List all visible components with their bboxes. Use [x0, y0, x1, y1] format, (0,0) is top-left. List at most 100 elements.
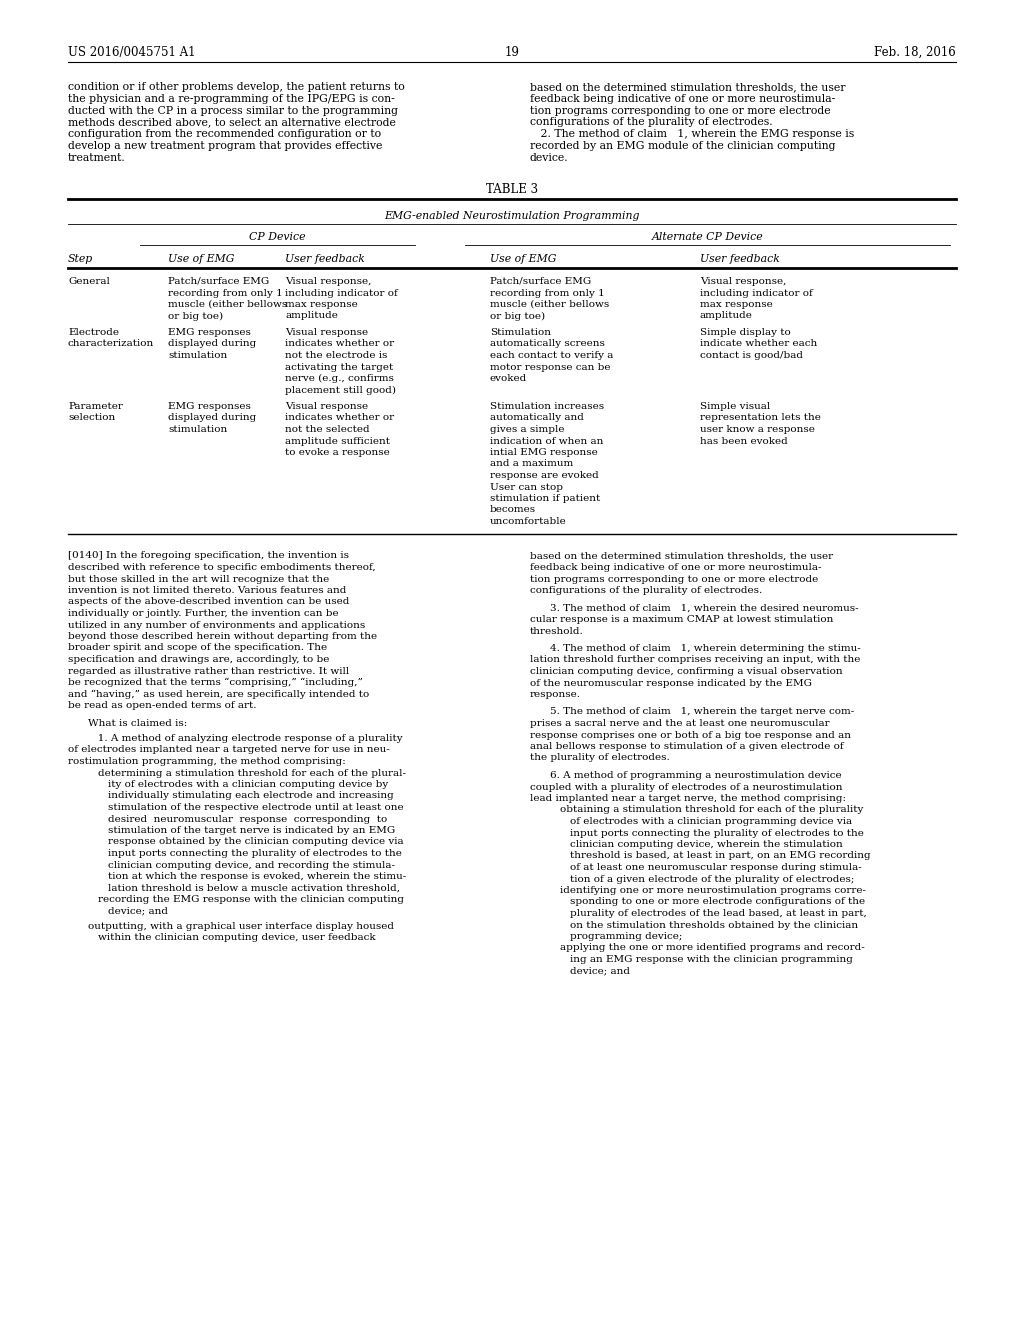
- Text: ducted with the CP in a process similar to the programming: ducted with the CP in a process similar …: [68, 106, 398, 116]
- Text: Alternate CP Device: Alternate CP Device: [651, 232, 763, 242]
- Text: of electrodes with a clinician programming device via: of electrodes with a clinician programmi…: [570, 817, 852, 826]
- Text: lation threshold further comprises receiving an input, with the: lation threshold further comprises recei…: [530, 656, 860, 664]
- Text: obtaining a stimulation threshold for each of the plurality: obtaining a stimulation threshold for ea…: [560, 805, 863, 814]
- Text: or big toe): or big toe): [168, 312, 223, 321]
- Text: input ports connecting the plurality of electrodes to the: input ports connecting the plurality of …: [570, 829, 864, 837]
- Text: individually or jointly. Further, the invention can be: individually or jointly. Further, the in…: [68, 609, 339, 618]
- Text: Stimulation increases: Stimulation increases: [490, 403, 604, 411]
- Text: outputting, with a graphical user interface display housed: outputting, with a graphical user interf…: [88, 921, 394, 931]
- Text: threshold.: threshold.: [530, 627, 584, 635]
- Text: user know a response: user know a response: [700, 425, 815, 434]
- Text: Feb. 18, 2016: Feb. 18, 2016: [874, 46, 956, 59]
- Text: max response: max response: [285, 300, 357, 309]
- Text: General: General: [68, 277, 110, 286]
- Text: utilized in any number of environments and applications: utilized in any number of environments a…: [68, 620, 366, 630]
- Text: threshold is based, at least in part, on an EMG recording: threshold is based, at least in part, on…: [570, 851, 870, 861]
- Text: clinician computing device, confirming a visual observation: clinician computing device, confirming a…: [530, 667, 843, 676]
- Text: device; and: device; and: [570, 966, 630, 975]
- Text: broader spirit and scope of the specification. The: broader spirit and scope of the specific…: [68, 644, 327, 652]
- Text: User feedback: User feedback: [285, 253, 365, 264]
- Text: Use of EMG: Use of EMG: [490, 253, 556, 264]
- Text: of electrodes implanted near a targeted nerve for use in neu-: of electrodes implanted near a targeted …: [68, 746, 390, 755]
- Text: stimulation if patient: stimulation if patient: [490, 494, 600, 503]
- Text: EMG responses: EMG responses: [168, 403, 251, 411]
- Text: tion programs corresponding to one or more electrode: tion programs corresponding to one or mo…: [530, 574, 818, 583]
- Text: displayed during: displayed during: [168, 413, 256, 422]
- Text: muscle (either bellows: muscle (either bellows: [490, 300, 609, 309]
- Text: the plurality of electrodes.: the plurality of electrodes.: [530, 754, 670, 763]
- Text: stimulation of the target nerve is indicated by an EMG: stimulation of the target nerve is indic…: [108, 826, 395, 836]
- Text: Patch/surface EMG: Patch/surface EMG: [168, 277, 269, 286]
- Text: stimulation: stimulation: [168, 425, 227, 434]
- Text: Use of EMG: Use of EMG: [168, 253, 234, 264]
- Text: device; and: device; and: [108, 907, 168, 916]
- Text: recorded by an EMG module of the clinician computing: recorded by an EMG module of the clinici…: [530, 141, 836, 150]
- Text: configurations of the plurality of electrodes.: configurations of the plurality of elect…: [530, 586, 762, 595]
- Text: including indicator of: including indicator of: [700, 289, 813, 297]
- Text: stimulation: stimulation: [168, 351, 227, 360]
- Text: 1. A method of analyzing electrode response of a plurality: 1. A method of analyzing electrode respo…: [88, 734, 402, 743]
- Text: determining a stimulation threshold for each of the plural-: determining a stimulation threshold for …: [98, 768, 406, 777]
- Text: based on the determined stimulation thresholds, the user: based on the determined stimulation thre…: [530, 552, 834, 561]
- Text: 3. The method of claim  1, wherein the desired neuromus-: 3. The method of claim 1, wherein the de…: [550, 603, 859, 612]
- Text: recording from only 1: recording from only 1: [490, 289, 605, 297]
- Text: invention is not limited thereto. Various features and: invention is not limited thereto. Variou…: [68, 586, 346, 595]
- Text: stimulation of the respective electrode until at least one: stimulation of the respective electrode …: [108, 803, 403, 812]
- Text: not the selected: not the selected: [285, 425, 370, 434]
- Text: Visual response: Visual response: [285, 327, 368, 337]
- Text: feedback being indicative of one or more neurostimula-: feedback being indicative of one or more…: [530, 564, 821, 572]
- Text: anal bellows response to stimulation of a given electrode of: anal bellows response to stimulation of …: [530, 742, 844, 751]
- Text: the physician and a re-programming of the IPG/EPG is con-: the physician and a re-programming of th…: [68, 94, 394, 104]
- Text: motor response can be: motor response can be: [490, 363, 610, 371]
- Text: of at least one neuromuscular response during stimula-: of at least one neuromuscular response d…: [570, 863, 862, 873]
- Text: recording the EMG response with the clinician computing: recording the EMG response with the clin…: [98, 895, 404, 904]
- Text: applying the one or more identified programs and record-: applying the one or more identified prog…: [560, 944, 864, 953]
- Text: Simple visual: Simple visual: [700, 403, 770, 411]
- Text: displayed during: displayed during: [168, 339, 256, 348]
- Text: and “having,” as used herein, are specifically intended to: and “having,” as used herein, are specif…: [68, 689, 370, 698]
- Text: rostimulation programming, the method comprising:: rostimulation programming, the method co…: [68, 756, 346, 766]
- Text: Patch/surface EMG: Patch/surface EMG: [490, 277, 591, 286]
- Text: but those skilled in the art will recognize that the: but those skilled in the art will recogn…: [68, 574, 330, 583]
- Text: Simple display to: Simple display to: [700, 327, 791, 337]
- Text: each contact to verify a: each contact to verify a: [490, 351, 613, 360]
- Text: feedback being indicative of one or more neurostimula-: feedback being indicative of one or more…: [530, 94, 836, 104]
- Text: representation lets the: representation lets the: [700, 413, 821, 422]
- Text: prises a sacral nerve and the at least one neuromuscular: prises a sacral nerve and the at least o…: [530, 719, 829, 729]
- Text: individually stimulating each electrode and increasing: individually stimulating each electrode …: [108, 792, 394, 800]
- Text: beyond those described herein without departing from the: beyond those described herein without de…: [68, 632, 377, 642]
- Text: US 2016/0045751 A1: US 2016/0045751 A1: [68, 46, 196, 59]
- Text: based on the determined stimulation thresholds, the user: based on the determined stimulation thre…: [530, 82, 846, 92]
- Text: sponding to one or more electrode configurations of the: sponding to one or more electrode config…: [570, 898, 865, 907]
- Text: [0140] In the foregoing specification, the invention is: [0140] In the foregoing specification, t…: [68, 552, 349, 561]
- Text: activating the target: activating the target: [285, 363, 393, 371]
- Text: on the stimulation thresholds obtained by the clinician: on the stimulation thresholds obtained b…: [570, 920, 858, 929]
- Text: What is claimed is:: What is claimed is:: [88, 718, 187, 727]
- Text: be recognized that the terms “comprising,” “including,”: be recognized that the terms “comprising…: [68, 678, 362, 688]
- Text: lead implanted near a target nerve, the method comprising:: lead implanted near a target nerve, the …: [530, 795, 846, 803]
- Text: uncomfortable: uncomfortable: [490, 517, 566, 525]
- Text: placement still good): placement still good): [285, 385, 396, 395]
- Text: recording from only 1: recording from only 1: [168, 289, 283, 297]
- Text: aspects of the above-described invention can be used: aspects of the above-described invention…: [68, 598, 349, 606]
- Text: or big toe): or big toe): [490, 312, 545, 321]
- Text: EMG-enabled Neurostimulation Programming: EMG-enabled Neurostimulation Programming: [384, 211, 640, 220]
- Text: 4. The method of claim  1, wherein determining the stimu-: 4. The method of claim 1, wherein determ…: [550, 644, 861, 653]
- Text: indicates whether or: indicates whether or: [285, 339, 394, 348]
- Text: tion programs corresponding to one or more electrode: tion programs corresponding to one or mo…: [530, 106, 830, 116]
- Text: response comprises one or both of a big toe response and an: response comprises one or both of a big …: [530, 730, 851, 739]
- Text: Visual response,: Visual response,: [700, 277, 786, 286]
- Text: becomes: becomes: [490, 506, 537, 515]
- Text: User feedback: User feedback: [700, 253, 780, 264]
- Text: amplitude: amplitude: [285, 312, 338, 321]
- Text: intial EMG response: intial EMG response: [490, 447, 598, 457]
- Text: programming device;: programming device;: [570, 932, 682, 941]
- Text: Parameter: Parameter: [68, 403, 123, 411]
- Text: gives a simple: gives a simple: [490, 425, 564, 434]
- Text: User can stop: User can stop: [490, 483, 563, 491]
- Text: max response: max response: [700, 300, 773, 309]
- Text: to evoke a response: to evoke a response: [285, 447, 390, 457]
- Text: 19: 19: [505, 46, 519, 59]
- Text: indication of when an: indication of when an: [490, 437, 603, 446]
- Text: characterization: characterization: [68, 339, 155, 348]
